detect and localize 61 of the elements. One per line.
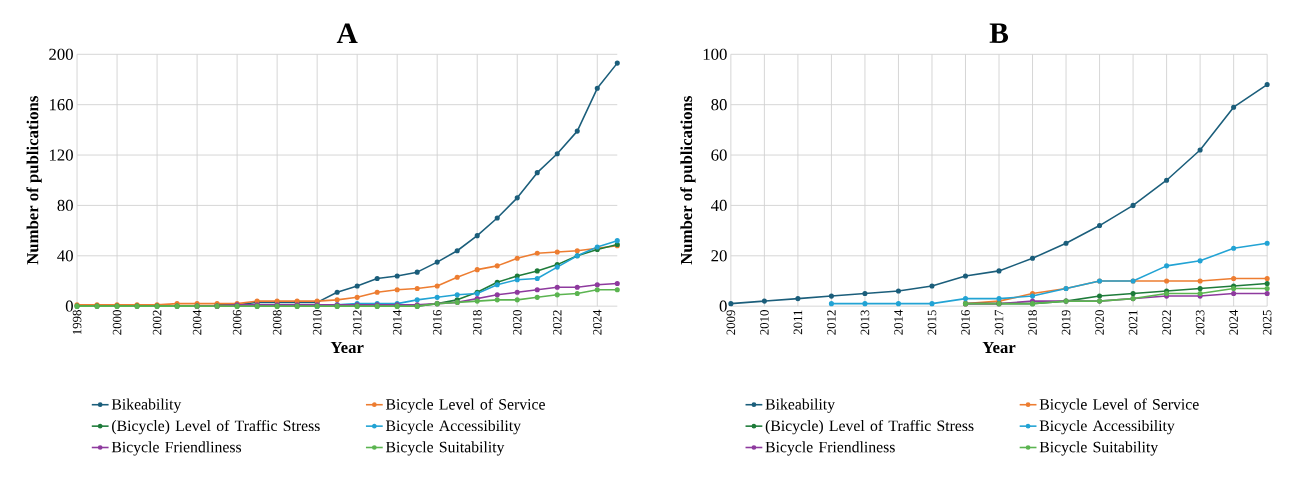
legend-label: Bikeability — [765, 398, 835, 413]
y-tick-label: 120 — [49, 149, 73, 161]
y-tick-label: 20 — [711, 250, 727, 262]
x-tick-label: 2011 — [793, 310, 803, 335]
legend-label: Bicycle Accessibility — [385, 419, 521, 435]
x-tick-label: 2016 — [432, 310, 442, 335]
x-tick-label: 2018 — [1028, 310, 1037, 335]
x-axis-title: Year — [982, 341, 1016, 354]
legend-label: Bicycle Level of Service — [1039, 398, 1199, 413]
x-tick-label: 2012 — [352, 310, 362, 335]
y-tick-label: 80 — [57, 199, 73, 212]
y-tick-label: 40 — [57, 250, 73, 262]
legend-label: Bicycle Friendliness — [765, 441, 895, 456]
y-tick-label: 60 — [711, 149, 727, 161]
x-tick-label: 2010 — [312, 310, 322, 335]
legend-label: Bicycle Suitability — [1039, 441, 1159, 456]
legend-label: Bicycle Accessibility — [1039, 419, 1175, 435]
x-tick-label: 2023 — [1195, 310, 1205, 335]
x-tick-label: 2014 — [894, 309, 903, 335]
y-tick-label: 160 — [49, 99, 73, 111]
x-tick-label: 2022 — [552, 310, 562, 335]
x-tick-label: 2004 — [192, 309, 202, 335]
y-tick-label: 200 — [49, 48, 73, 60]
x-tick-label: 2014 — [392, 309, 402, 335]
x-tick-label: 2008 — [272, 310, 282, 335]
x-tick-label: 2012 — [827, 310, 836, 335]
x-axis-title: Year — [330, 341, 364, 354]
legend-label: Bicycle Suitability — [385, 441, 505, 456]
y-tick-label: 40 — [710, 199, 727, 212]
x-tick-label: 2016 — [961, 310, 970, 335]
x-tick-label: 2020 — [1095, 310, 1104, 335]
y-tick-label: 0 — [719, 300, 727, 312]
x-tick-label: 2019 — [1061, 310, 1071, 335]
legend-label: (Bicycle) Level of Traffic Stress — [765, 419, 974, 435]
y-axis-title: Number of publications — [26, 96, 42, 265]
x-tick-label: 2002 — [152, 310, 162, 335]
legend-label: (Bicycle) Level of Traffic Stress — [112, 419, 320, 435]
y-tick-label: 80 — [711, 99, 727, 111]
x-tick-label: 2024 — [592, 309, 602, 335]
x-tick-label: 2022 — [1162, 310, 1171, 335]
legend-label: Bikeability — [111, 398, 182, 413]
x-tick-label: 2009 — [726, 310, 736, 335]
x-tick-label: 2010 — [760, 310, 769, 335]
x-tick-label: 2024 — [1229, 309, 1238, 335]
x-tick-label: 2025 — [1262, 310, 1272, 335]
x-tick-label: 2017 — [994, 309, 1004, 335]
legend-label: Bicycle Level of Service — [385, 398, 545, 413]
x-tick-label: 2021 — [1128, 310, 1138, 335]
y-axis-title: Number of publications — [680, 96, 696, 265]
legend-label: Bicycle Friendliness — [111, 441, 242, 456]
y-tick-label: 100 — [703, 48, 727, 60]
chart-title: B — [989, 23, 1009, 43]
x-tick-label: 2006 — [232, 310, 242, 335]
x-tick-label: 2018 — [472, 310, 482, 335]
x-tick-label: 2013 — [860, 310, 870, 335]
x-tick-label: 2015 — [927, 310, 937, 335]
x-tick-label: 2020 — [512, 310, 522, 335]
chart-title: A — [336, 23, 358, 43]
y-tick-label: 0 — [65, 300, 73, 312]
x-tick-label: 2000 — [112, 310, 122, 335]
x-tick-label: 1998 — [72, 310, 82, 335]
